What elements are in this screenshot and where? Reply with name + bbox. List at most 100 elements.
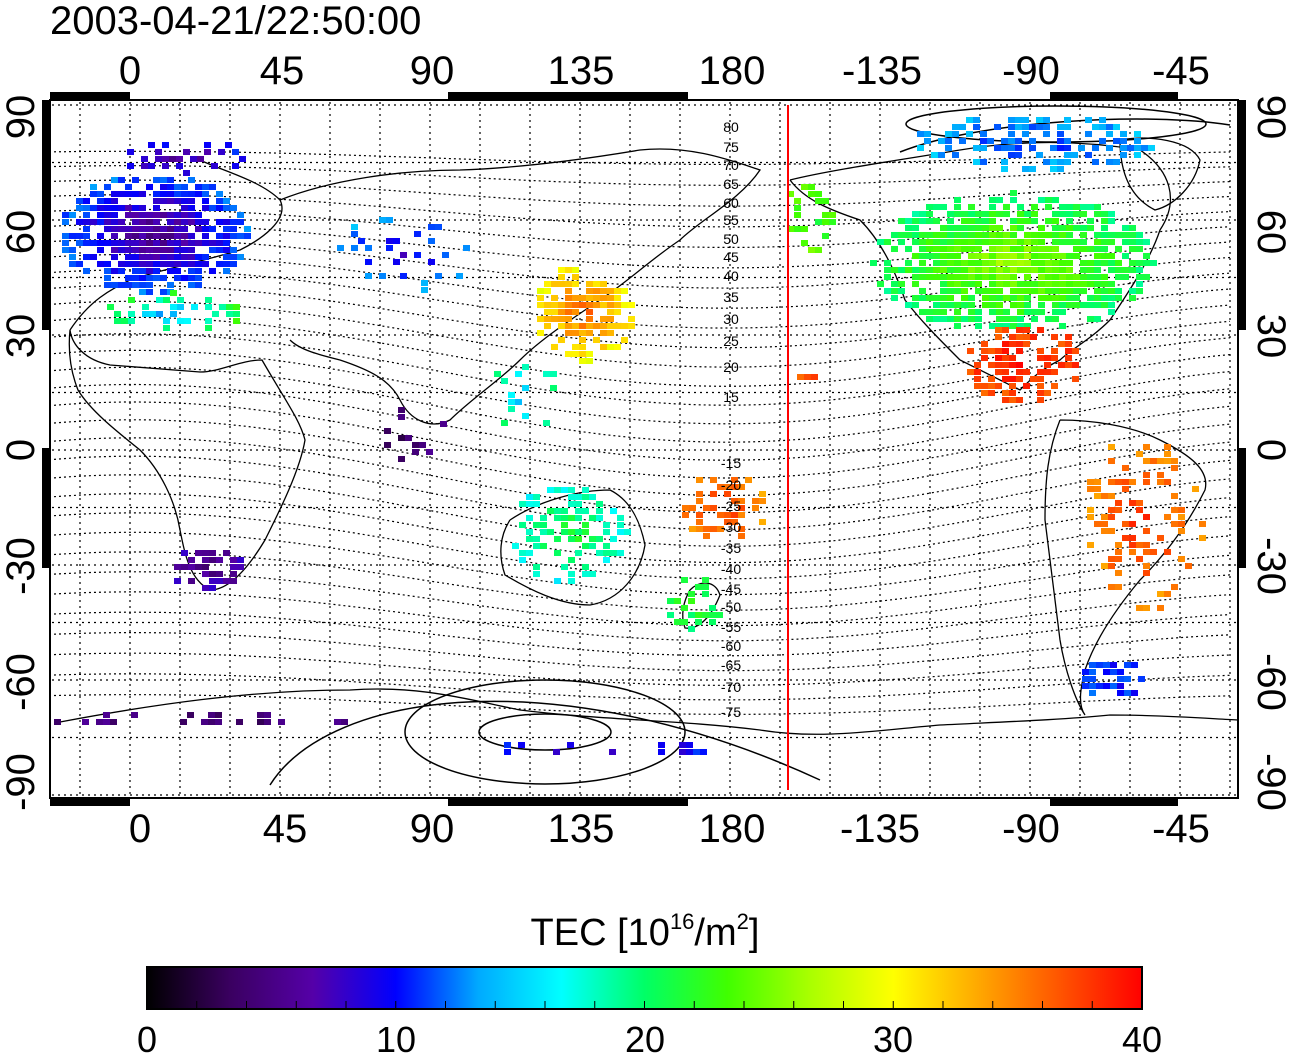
tec-pixel	[572, 267, 579, 273]
tec-pixel	[181, 219, 188, 225]
tec-pixel	[1129, 239, 1136, 245]
tec-pixel	[1136, 451, 1143, 457]
tec-pixel	[624, 529, 631, 535]
tec-pixel	[167, 219, 174, 225]
tec-pixel	[1038, 253, 1045, 259]
tec-pixel	[975, 274, 982, 280]
tec-pixel	[1136, 556, 1143, 562]
tec-pixel	[1150, 458, 1157, 464]
tec-pixel	[898, 218, 905, 224]
tec-pixel	[177, 297, 184, 303]
tec-pixel	[167, 198, 174, 204]
tec-pixel	[822, 198, 829, 204]
tec-pixel	[674, 598, 681, 604]
tec-pixel	[1073, 246, 1080, 252]
tec-pixel	[905, 260, 912, 266]
tec-pixel	[1094, 486, 1101, 492]
tec-pixel	[709, 605, 716, 611]
tec-pixel	[405, 435, 412, 441]
tec-pixel	[174, 233, 181, 239]
tec-pixel	[160, 212, 167, 218]
tec-pixel	[1038, 281, 1045, 287]
tec-pixel	[155, 149, 162, 155]
tec-pixel	[435, 273, 442, 279]
lon-top-180: 180	[699, 49, 766, 93]
tec-pixel	[1143, 542, 1150, 548]
tec-pixel	[947, 239, 954, 245]
tec-pixel	[188, 282, 195, 288]
tec-pixel	[1136, 260, 1143, 266]
tec-pixel	[226, 304, 233, 310]
tec-pixel	[1036, 152, 1043, 158]
tec-pixel	[400, 252, 407, 258]
tec-pixel	[952, 124, 959, 130]
tec-pixel	[1002, 362, 1009, 368]
tec-pixel	[996, 253, 1003, 259]
tec-pixel	[351, 245, 358, 251]
tec-pixel	[919, 211, 926, 217]
tec-pixel	[358, 238, 365, 244]
lon-labels-top: 0 45 90 135 180 -135 -90 -45	[119, 49, 1210, 93]
tec-pixel	[1108, 218, 1115, 224]
tec-pixel	[975, 323, 982, 329]
tec-pixel	[1002, 327, 1009, 333]
tec-pixel	[547, 508, 554, 514]
tec-pixel	[974, 376, 981, 382]
tec-pixel	[1087, 204, 1094, 210]
tec-pixel	[1059, 302, 1066, 308]
tec-pixel	[1043, 131, 1050, 137]
tec-pixel	[565, 316, 572, 322]
tec-pixel	[216, 198, 223, 204]
tec-pixel	[565, 295, 572, 301]
tec-pixel	[83, 268, 90, 274]
tec-pixel	[1094, 316, 1101, 322]
tec-pixel	[919, 288, 926, 294]
tec-pixel	[76, 198, 83, 204]
tec-pixel	[1024, 274, 1031, 280]
tec-pixel	[202, 550, 209, 556]
tec-pixel	[947, 267, 954, 273]
tec-pixel	[153, 226, 160, 232]
tec-pixel	[188, 205, 195, 211]
tec-pixel	[579, 323, 586, 329]
tec-pixel	[610, 550, 617, 556]
tec-pixel	[139, 254, 146, 260]
tec-pixel	[1024, 295, 1031, 301]
tec-pixel	[1059, 281, 1066, 287]
tec-pixel	[125, 184, 132, 190]
tec-pixel	[1101, 563, 1108, 569]
tec-pixel	[877, 281, 884, 287]
tec-pixel	[216, 233, 223, 239]
tec-pixel	[1057, 138, 1064, 144]
tec-pixel	[996, 260, 1003, 266]
tec-pixel	[1059, 267, 1066, 273]
mlat-label-n80: 80	[723, 119, 739, 135]
tec-pixel	[1059, 260, 1066, 266]
tec-pixel	[589, 543, 596, 549]
tec-pixel	[1017, 246, 1024, 252]
tec-pixel	[202, 198, 209, 204]
tec-pixel	[1008, 145, 1015, 151]
tec-pixel	[1122, 253, 1129, 259]
tec-pixel	[567, 742, 574, 748]
tec-pixel	[219, 304, 226, 310]
tec-pixel	[988, 383, 995, 389]
tec-pixel	[1087, 225, 1094, 231]
tec-pixel	[975, 211, 982, 217]
tec-pixel	[572, 274, 579, 280]
tec-pixel	[975, 281, 982, 287]
tec-pixel	[1031, 309, 1038, 315]
tec-pixel	[926, 239, 933, 245]
tec-pixel	[1101, 211, 1108, 217]
tec-pixel	[160, 184, 167, 190]
tec-pixel	[202, 226, 209, 232]
tec-pixel	[1117, 690, 1124, 696]
tec-pixel	[160, 261, 167, 267]
tec-pixel	[982, 211, 989, 217]
tec-pixel	[568, 515, 575, 521]
tec-pixel	[1045, 260, 1052, 266]
tec-pixel	[596, 550, 603, 556]
tec-pixel	[1024, 218, 1031, 224]
tec-pixel	[426, 449, 433, 455]
tec-pixel	[1136, 542, 1143, 548]
